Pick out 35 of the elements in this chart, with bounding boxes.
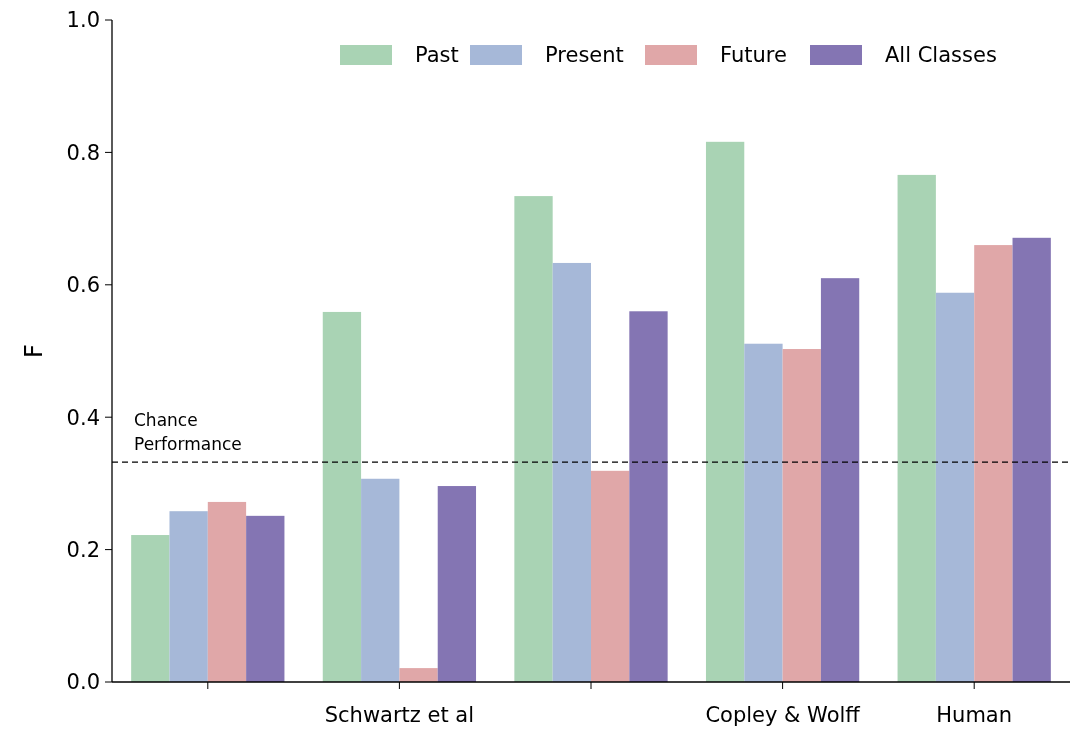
- x-tick-label: Human: [936, 703, 1013, 727]
- y-tick-label: 0.4: [66, 405, 100, 430]
- y-tick-label: 0.2: [66, 537, 100, 562]
- bar: [514, 196, 553, 682]
- bar: [169, 511, 208, 682]
- bar: [437, 486, 477, 682]
- bar: [131, 535, 170, 682]
- bar: [591, 470, 630, 682]
- bar: [820, 278, 860, 682]
- bar: [1012, 237, 1051, 682]
- bar: [705, 141, 745, 682]
- ref-line-label: Chance Performance: [134, 410, 242, 455]
- y-tick-label: 1.0: [66, 8, 100, 33]
- bar: [974, 245, 1013, 682]
- legend-label: Present: [545, 43, 624, 68]
- y-axis-title: F: [20, 344, 48, 358]
- bar: [207, 501, 247, 682]
- x-tick-label: Copley & Wolff: [705, 703, 861, 727]
- legend-label: All Classes: [885, 43, 997, 68]
- y-tick-label: 0.8: [66, 140, 100, 165]
- bar: [897, 174, 936, 682]
- bar: [399, 668, 438, 682]
- bar: [935, 292, 975, 682]
- legend-label: Past: [415, 43, 459, 68]
- bar: [361, 478, 400, 682]
- y-tick-label: 0.6: [66, 273, 100, 298]
- bar: [782, 349, 821, 682]
- legend-label: Future: [720, 43, 787, 68]
- bar: [322, 311, 362, 682]
- x-tick-label: Schwartz et al: [324, 703, 475, 727]
- bar: [246, 515, 285, 682]
- y-tick-label: 0.0: [66, 670, 100, 695]
- bar: [744, 343, 783, 682]
- bar: [552, 262, 591, 682]
- bar: [629, 311, 668, 682]
